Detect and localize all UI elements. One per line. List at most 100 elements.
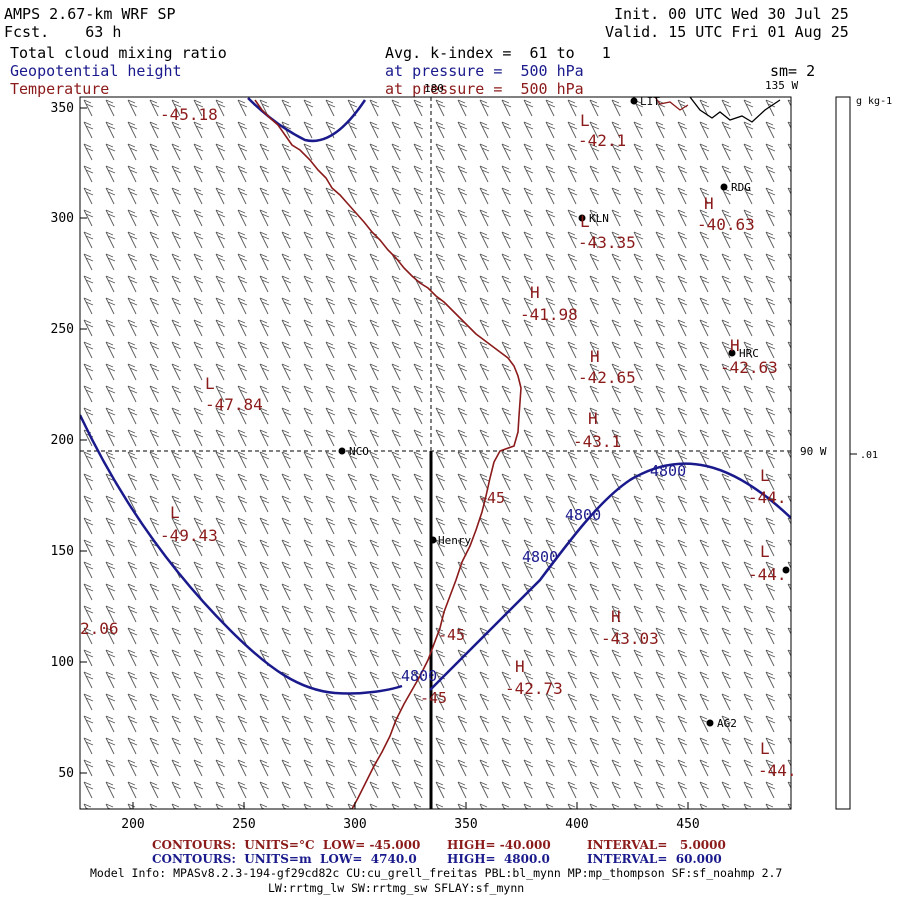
- height-contour-interval: INTERVAL= 60.000: [587, 852, 722, 866]
- station-label: RDG: [731, 181, 751, 194]
- field-temperature: Temperature: [10, 80, 110, 98]
- y-tick-label: 300: [51, 211, 74, 226]
- pressure-height: at pressure = 500 hPa: [385, 62, 584, 80]
- temp-label: H: [730, 336, 740, 355]
- temp-label: H: [530, 283, 540, 302]
- station-marker: [429, 536, 437, 544]
- pressure-temperature: at pressure = 500 hPa: [385, 80, 584, 98]
- field-geopotential: Geopotential height: [10, 62, 182, 80]
- temp-label: H: [590, 347, 600, 366]
- coastline: [689, 97, 781, 123]
- init-time: Init. 00 UTC Wed 30 Jul 25: [614, 5, 849, 23]
- model-title: AMPS 2.67-km WRF SP: [4, 5, 176, 23]
- temp-label: -42.1: [578, 131, 626, 150]
- temp-label: -44.: [758, 761, 797, 780]
- wind-barbs: [80, 97, 791, 809]
- axis-ticks: [80, 107, 689, 809]
- meridian-180-label: 180: [424, 82, 444, 95]
- x-tick-label: 450: [676, 817, 699, 832]
- height-contour-label: 4800: [650, 462, 686, 480]
- contour-labels: 4800 4800 4800 4800 -45 -45 -45: [401, 462, 686, 707]
- station-label: NCO: [349, 445, 369, 458]
- temp-label: L: [760, 542, 770, 561]
- model-info-radiation: LW:rrtmg_lw SW:rrtmg_sw SFLAY:sf_mynn: [268, 881, 525, 895]
- y-tick-label: 100: [51, 655, 74, 670]
- height-contour-label: 4800: [401, 667, 437, 685]
- field-cloud-mixing: Total cloud mixing ratio: [10, 44, 227, 62]
- height-contour-info: CONTOURS: UNITS=m LOW= 4740.0: [152, 852, 417, 866]
- station-marker: [578, 214, 586, 222]
- station-label: LIT: [640, 95, 660, 108]
- temp-contour-info: CONTOURS: UNITS=°C LOW= -45.000: [152, 838, 421, 852]
- height-contour-high: HIGH= 4800.0: [447, 852, 550, 866]
- y-tick-label: 350: [51, 101, 74, 116]
- station-label: Henry: [438, 534, 471, 547]
- temp-label: L: [170, 503, 180, 522]
- temp-label: H: [588, 409, 598, 428]
- temp-contour-label: -45: [478, 489, 505, 507]
- temperature-contour-minus45: [254, 99, 522, 809]
- station-marker: [728, 349, 736, 357]
- valid-time: Valid. 15 UTC Fri 01 Aug 25: [605, 23, 849, 41]
- y-tick-label: 200: [51, 433, 74, 448]
- station-marker: [706, 719, 714, 727]
- colorbar-unit: g kg-1: [856, 96, 892, 107]
- temp-label: L: [580, 111, 590, 130]
- x-tick-label: 350: [454, 817, 477, 832]
- temp-label: -45.18: [160, 105, 218, 124]
- k-index-range: Avg. k-index = 61 to 1: [385, 44, 611, 62]
- forecast-hour: Fcst. 63 h: [4, 23, 122, 41]
- temp-label: H: [611, 607, 621, 626]
- temp-label: -43.1: [573, 432, 621, 451]
- temp-label: L: [205, 374, 215, 393]
- station-label: KLN: [589, 212, 609, 225]
- temperature-contour-fragment: [654, 97, 689, 111]
- stations: LIT RDG KLN HRC NCO Henry AG2: [338, 95, 790, 730]
- temp-label: -43.03: [601, 629, 659, 648]
- x-tick-label: 200: [121, 817, 144, 832]
- temp-label: -40.63: [697, 215, 755, 234]
- meridian-135w-label: 135 W: [765, 79, 798, 92]
- temp-label: H: [704, 194, 714, 213]
- station-label: AG2: [717, 717, 737, 730]
- temp-label: L: [760, 739, 770, 758]
- plot-frame: [79, 96, 792, 810]
- station-marker: [630, 97, 638, 105]
- temp-label: H: [515, 657, 525, 676]
- temp-label: 2.06: [80, 619, 119, 638]
- height-contour-4800-west: [80, 414, 403, 695]
- smoothing-label: sm= 2: [770, 62, 816, 80]
- station-marker: [720, 183, 728, 191]
- colorbar: [835, 96, 851, 810]
- x-tick-label: 250: [232, 817, 255, 832]
- temp-label: -42.65: [578, 368, 636, 387]
- station-label: HRC: [739, 347, 759, 360]
- temp-label: -43.35: [578, 233, 636, 252]
- colorbar-value: .01: [860, 450, 878, 461]
- y-tick-label: 150: [51, 544, 74, 559]
- temp-label: -42.73: [505, 679, 563, 698]
- temp-label: L: [580, 212, 590, 231]
- station-marker: [782, 566, 790, 574]
- height-contour-label: 4800: [565, 506, 601, 524]
- model-info: Model Info: MPASv8.2.3-194-gf29cd82c CU:…: [90, 866, 783, 880]
- temp-label: -44.: [748, 565, 787, 584]
- height-contour-4800-east: [429, 462, 791, 691]
- temperature-extrema: -45.18 L -42.1 H -40.63 L -43.35 H -41.9…: [80, 105, 797, 780]
- temp-contour-high: HIGH= -40.000: [447, 838, 551, 852]
- x-tick-label: 300: [343, 817, 366, 832]
- height-contour-label: 4800: [522, 548, 558, 566]
- temp-label: -42.63: [720, 358, 778, 377]
- temp-label: L: [760, 466, 770, 485]
- y-tick-label: 250: [51, 322, 74, 337]
- temp-label: -44.: [748, 488, 787, 507]
- temp-contour-label: -45: [438, 626, 465, 644]
- x-tick-label: 400: [565, 817, 588, 832]
- temp-label: -41.98: [520, 305, 578, 324]
- station-marker: [338, 447, 346, 455]
- y-tick-label: 50: [58, 766, 74, 781]
- meridian-90w-label: 90 W: [800, 445, 827, 458]
- temp-contour-interval: INTERVAL= 5.0000: [587, 838, 726, 852]
- temp-label: -49.43: [160, 526, 218, 545]
